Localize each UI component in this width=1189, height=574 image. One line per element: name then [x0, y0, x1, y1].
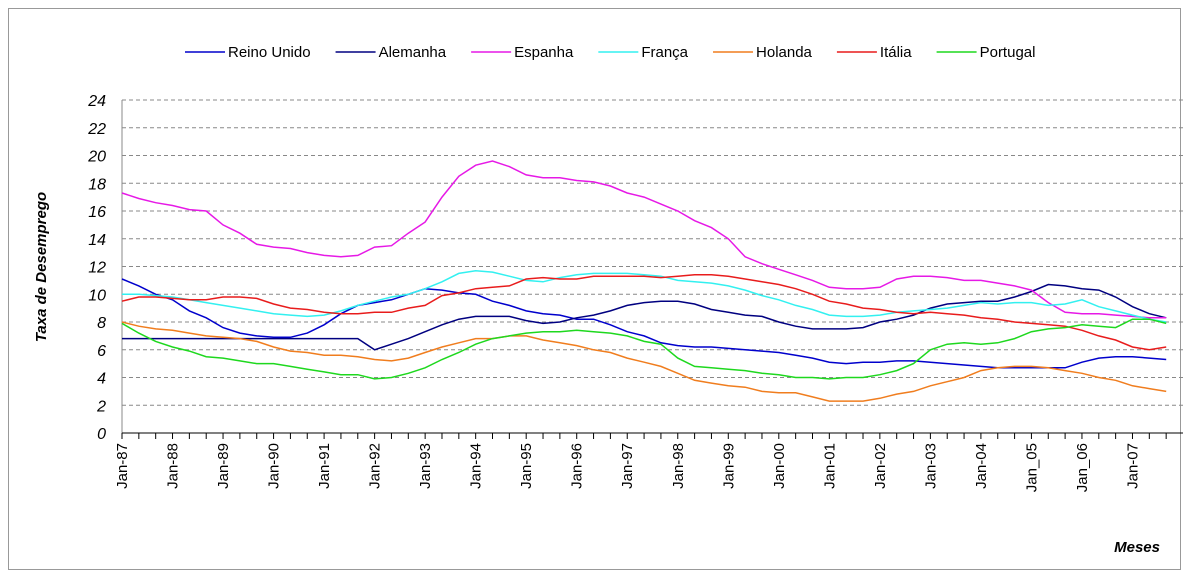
- x-tick-label: Jan-94: [468, 443, 485, 489]
- x-tick-label: Jan-92: [367, 443, 384, 489]
- y-tick-label: 8: [97, 315, 106, 332]
- y-tick-label: 18: [88, 176, 106, 193]
- x-axis-title: Meses: [1114, 539, 1160, 556]
- y-tick-label: 4: [97, 371, 106, 388]
- legend-label: França: [641, 44, 688, 61]
- series-line: [121, 160, 1167, 319]
- x-tick-label: Jan-95: [518, 443, 535, 489]
- series-line: [121, 274, 1167, 351]
- x-tick-label: Jan-00: [771, 443, 788, 489]
- y-tick-label: 14: [88, 232, 106, 249]
- legend-label: Portugal: [980, 44, 1036, 61]
- legend-label: Holanda: [756, 44, 813, 61]
- x-tick-label: Jan_06: [1074, 443, 1091, 492]
- x-tick-label: Jan-07: [1124, 443, 1141, 489]
- x-tick-label: Jan-03: [922, 443, 939, 489]
- x-tick-label: Jan-99: [720, 443, 737, 489]
- x-tick-label: Jan_05: [1023, 443, 1040, 492]
- y-tick-label: 22: [87, 121, 106, 138]
- x-tick-label: Jan-97: [619, 443, 636, 489]
- y-tick-label: 10: [88, 287, 106, 304]
- x-tick-label: Jan-88: [165, 443, 182, 489]
- x-tick-label: Jan-89: [215, 443, 232, 489]
- x-tick-label: Jan-91: [316, 443, 333, 489]
- series-line: [122, 269, 1167, 323]
- x-tick-label: Jan-93: [417, 443, 434, 489]
- x-tick-label: Jan-01: [821, 443, 838, 489]
- x-tick-label: Jan-02: [872, 443, 889, 489]
- y-tick-label: 16: [88, 204, 106, 221]
- y-axis-title: Taxa de Desemprego: [33, 192, 50, 342]
- x-tick-label: Jan-90: [266, 443, 283, 489]
- series-line: [122, 283, 1167, 351]
- legend-label: Reino Unido: [228, 44, 311, 61]
- legend-label: Espanha: [514, 44, 574, 61]
- legend-label: Itália: [880, 44, 912, 61]
- y-tick-label: 24: [87, 93, 106, 110]
- x-tick-label: Jan-04: [973, 443, 990, 489]
- y-tick-label: 2: [96, 398, 106, 415]
- y-tick-label: 20: [87, 149, 106, 166]
- y-tick-label: 6: [97, 343, 106, 360]
- x-tick-label: Jan-96: [569, 443, 586, 489]
- series-line: [121, 278, 1167, 369]
- x-tick-label: Jan-98: [670, 443, 687, 489]
- series-line: [121, 318, 1167, 380]
- x-tick-label: Jan-87: [114, 443, 131, 489]
- y-tick-label: 0: [97, 426, 106, 443]
- legend-label: Alemanha: [379, 44, 447, 61]
- y-tick-label: 12: [88, 260, 106, 277]
- series-line: [121, 321, 1167, 402]
- chart-border: [8, 8, 1181, 570]
